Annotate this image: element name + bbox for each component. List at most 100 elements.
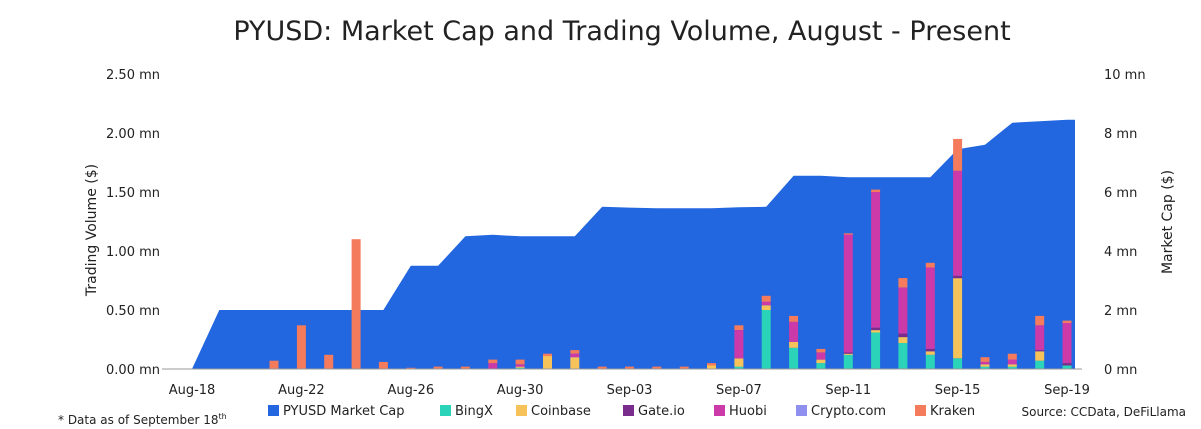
- bar-kraken-sep-05: [679, 366, 689, 369]
- bar-coinbase-sep-12: [871, 330, 881, 333]
- x-tick-label: Aug-26: [387, 383, 434, 398]
- chart-title: PYUSD: Market Cap and Trading Volume, Au…: [233, 16, 1010, 47]
- trading-volume-bars: [269, 138, 1072, 369]
- right-tick-label: 10 mn: [1104, 68, 1146, 83]
- legend-item-bingx: BingX: [440, 404, 493, 419]
- right-tick-label: 6 mn: [1104, 186, 1137, 201]
- bar-coinbase-sep-06: [707, 365, 716, 369]
- bar-gate-io-sep-15: [953, 275, 963, 279]
- legend-label: Gate.io: [638, 404, 685, 419]
- legend-swatch: [714, 405, 725, 416]
- legend-swatch: [268, 405, 279, 416]
- bar-kraken-sep-12: [871, 189, 881, 192]
- bar-bingx-sep-15: [953, 358, 963, 369]
- source-note: Source: CCData, DeFiLlama: [1021, 405, 1186, 419]
- bar-coinbase-sep-07: [734, 358, 744, 367]
- bar-huobi-sep-14: [925, 267, 935, 349]
- legend-label: BingX: [455, 404, 493, 419]
- bar-huobi-sep-16: [980, 361, 990, 365]
- bar-gate-io-sep-11: [843, 352, 853, 354]
- left-tick-label: 0.50 mn: [106, 304, 160, 319]
- legend-label: PYUSD Market Cap: [283, 404, 405, 419]
- legend-swatch: [796, 405, 807, 416]
- left-axis-title: Trading Volume ($): [84, 164, 100, 297]
- left-tick-label: 0.00 mn: [106, 363, 160, 378]
- bar-coinbase-sep-18: [1035, 351, 1045, 361]
- bar-kraken-sep-13: [898, 278, 908, 288]
- bar-coinbase-sep-17: [1007, 364, 1017, 367]
- legend-swatch: [516, 405, 527, 416]
- legend-swatch: [915, 405, 926, 416]
- legend-label: Crypto.com: [811, 404, 886, 419]
- bar-kraken-aug-31: [543, 353, 552, 357]
- bar-kraken-aug-21: [269, 360, 279, 369]
- x-tick-label: Aug-30: [497, 383, 544, 398]
- right-tick-label: 2 mn: [1104, 304, 1137, 319]
- bar-kraken-sep-11: [843, 233, 853, 235]
- x-tick-label: Aug-18: [169, 383, 216, 398]
- bar-kraken-sep-14: [925, 262, 935, 268]
- bar-huobi-sep-19: [1062, 323, 1072, 364]
- bar-huobi-aug-29: [488, 363, 498, 369]
- bar-coinbase-aug-30: [515, 366, 525, 368]
- bar-kraken-aug-23: [324, 354, 334, 369]
- bar-bingx-sep-07: [734, 366, 744, 369]
- bar-bingx-sep-11: [843, 354, 853, 369]
- market-cap-area-layer: [192, 119, 1075, 369]
- bar-kraken-sep-07: [734, 325, 744, 330]
- bar-kraken-aug-27: [433, 366, 443, 369]
- footnote-superscript: th: [219, 412, 227, 421]
- bar-coinbase-sep-01: [570, 357, 580, 369]
- left-tick-label: 1.50 mn: [106, 186, 160, 201]
- bar-gate-io-sep-18: [1035, 350, 1045, 352]
- legend-label: Huobi: [729, 404, 767, 419]
- bar-huobi-sep-10: [816, 352, 826, 360]
- x-tick-label: Sep-03: [607, 383, 653, 398]
- bar-kraken-sep-19: [1062, 320, 1072, 323]
- bar-kraken-aug-30: [515, 359, 525, 365]
- bar-kraken-sep-10: [816, 348, 826, 353]
- bar-bingx-sep-12: [871, 332, 881, 369]
- x-tick-label: Sep-19: [1044, 383, 1090, 398]
- market-cap-area: [192, 119, 1075, 369]
- bar-coinbase-sep-08: [761, 305, 771, 310]
- bar-bingx-sep-17: [1007, 366, 1017, 369]
- bar-bingx-sep-08: [761, 310, 771, 369]
- legend-item-pyusd-market-cap: PYUSD Market Cap: [268, 404, 405, 419]
- bar-kraken-sep-03: [625, 366, 634, 369]
- bar-huobi-sep-11: [843, 234, 853, 353]
- bar-huobi-sep-13: [898, 287, 908, 334]
- right-axis-ticks: 0 mn 2 mn 4 mn 6 mn 8 mn 10 mn: [1104, 68, 1146, 378]
- x-tick-label: Sep-15: [935, 383, 981, 398]
- bar-kraken-aug-26: [406, 367, 416, 369]
- right-tick-label: 0 mn: [1104, 363, 1137, 378]
- legend-item-kraken: Kraken: [915, 404, 975, 419]
- footnote-text: * Data as of September 18: [58, 413, 219, 427]
- x-tick-label: Aug-22: [278, 383, 325, 398]
- bar-coinbase-sep-09: [789, 341, 799, 348]
- bar-huobi-sep-12: [871, 192, 881, 328]
- bar-kraken-aug-25: [378, 361, 388, 369]
- bar-bingx-aug-30: [515, 367, 525, 369]
- left-tick-label: 2.50 mn: [106, 68, 160, 83]
- bar-huobi-sep-01: [570, 353, 580, 358]
- bar-huobi-sep-09: [789, 321, 799, 342]
- bar-kraken-sep-17: [1007, 353, 1017, 360]
- bar-bingx-sep-14: [925, 354, 935, 369]
- bar-bingx-sep-16: [980, 366, 990, 369]
- bar-coinbase-aug-31: [543, 356, 552, 369]
- left-tick-label: 1.00 mn: [106, 245, 160, 260]
- bar-bingx-sep-18: [1035, 360, 1045, 369]
- bar-kraken-sep-09: [789, 315, 799, 322]
- bar-kraken-sep-16: [980, 357, 990, 362]
- legend-item-huobi: Huobi: [714, 404, 767, 419]
- right-axis-title: Market Cap ($): [1160, 170, 1176, 274]
- bar-kraken-sep-02: [597, 366, 607, 369]
- bar-gate-io-sep-12: [871, 327, 881, 331]
- bar-kraken-sep-15: [953, 138, 963, 171]
- bar-kraken-aug-22: [296, 325, 306, 369]
- legend-item-gate-io: Gate.io: [623, 404, 685, 419]
- legend-label: Kraken: [930, 404, 975, 419]
- bar-kraken-aug-28: [460, 366, 470, 369]
- bar-coinbase-sep-15: [953, 278, 963, 359]
